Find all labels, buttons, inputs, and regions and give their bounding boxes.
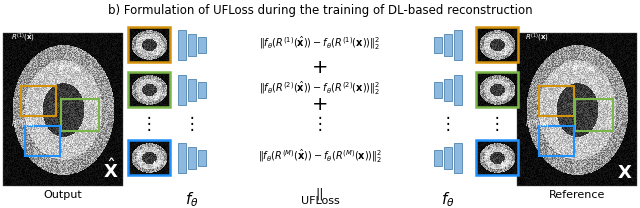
Text: ⋮: ⋮ xyxy=(312,115,328,133)
Bar xyxy=(476,27,518,62)
Bar xyxy=(454,30,462,60)
Text: ⋮: ⋮ xyxy=(141,115,157,133)
Bar xyxy=(539,126,574,156)
Text: $2^{\mathrm{nd}}$: $2^{\mathrm{nd}}$ xyxy=(152,91,167,103)
Bar xyxy=(476,72,518,107)
Bar xyxy=(178,30,186,60)
Bar xyxy=(444,79,452,101)
Bar xyxy=(188,147,196,169)
Bar xyxy=(434,150,442,166)
Text: $R^{(1)}(\hat{\mathbf{x}})$: $R^{(1)}(\hat{\mathbf{x}})$ xyxy=(11,32,35,44)
Text: $\hat{\mathbf{X}}$: $\hat{\mathbf{X}}$ xyxy=(104,158,119,182)
Text: $f_\theta$: $f_\theta$ xyxy=(185,190,199,208)
Text: ⋮: ⋮ xyxy=(184,115,200,133)
Text: $R^{(2)}(\hat{\mathbf{x}})$: $R^{(2)}(\hat{\mathbf{x}})$ xyxy=(58,64,82,76)
Text: $\|f_\theta(R^{(1)}(\hat{\mathbf{x}})) - f_\theta(R^{(1)}(\mathbf{x}))\|_2^2$: $\|f_\theta(R^{(1)}(\hat{\mathbf{x}})) -… xyxy=(259,34,381,52)
Bar xyxy=(128,140,170,175)
Text: Reference: Reference xyxy=(549,190,605,200)
Bar xyxy=(198,82,206,98)
Bar xyxy=(444,34,452,56)
Bar xyxy=(128,72,170,107)
Text: ⋮: ⋮ xyxy=(440,115,456,133)
Text: b) Formulation of UFLoss during the training of DL-based reconstruction: b) Formulation of UFLoss during the trai… xyxy=(108,4,532,17)
Text: $1^{\mathrm{st}}$: $1^{\mathrm{st}}$ xyxy=(502,46,515,58)
Text: $\mathrm{M}^{\mathrm{th}}$: $\mathrm{M}^{\mathrm{th}}$ xyxy=(152,158,167,171)
Text: $R^{(2)}(\mathbf{x})$: $R^{(2)}(\mathbf{x})$ xyxy=(572,64,596,76)
Text: ⋮: ⋮ xyxy=(489,115,506,133)
Bar xyxy=(188,34,196,56)
Bar xyxy=(128,27,170,62)
Bar xyxy=(178,75,186,105)
Bar xyxy=(61,99,99,131)
Text: $\mathbf{X}$: $\mathbf{X}$ xyxy=(618,164,633,182)
Bar xyxy=(444,147,452,169)
Text: +: + xyxy=(312,94,328,114)
Bar xyxy=(517,33,637,186)
Text: $f_\theta$: $f_\theta$ xyxy=(441,190,455,208)
Text: +: + xyxy=(312,58,328,77)
Text: ||: || xyxy=(316,188,324,201)
Bar xyxy=(188,79,196,101)
Bar xyxy=(476,140,518,175)
Bar xyxy=(178,143,186,173)
Text: UFLoss: UFLoss xyxy=(301,196,339,206)
Text: $\|f_\theta(R^{(M)}(\hat{\mathbf{x}})) - f_\theta(R^{(M)}(\mathbf{x}))\|_2^2$: $\|f_\theta(R^{(M)}(\hat{\mathbf{x}})) -… xyxy=(258,147,382,165)
Bar xyxy=(575,99,613,131)
Bar xyxy=(21,86,56,116)
Text: $1^{\mathrm{st}}$: $1^{\mathrm{st}}$ xyxy=(154,46,167,58)
Text: Output: Output xyxy=(44,190,83,200)
Bar xyxy=(434,82,442,98)
Text: $R^{(M)}(\hat{\mathbf{x}})$: $R^{(M)}(\hat{\mathbf{x}})$ xyxy=(11,119,36,131)
Bar xyxy=(3,33,123,186)
Bar xyxy=(539,86,574,116)
Bar xyxy=(434,37,442,53)
Bar xyxy=(454,143,462,173)
Text: $2^{\mathrm{nd}}$: $2^{\mathrm{nd}}$ xyxy=(500,91,515,103)
Text: $R^{(M)}(\mathbf{x})$: $R^{(M)}(\mathbf{x})$ xyxy=(525,119,550,131)
Bar xyxy=(198,150,206,166)
Text: $\mathrm{M}^{\mathrm{th}}$: $\mathrm{M}^{\mathrm{th}}$ xyxy=(500,158,515,171)
Bar xyxy=(25,126,60,156)
Bar xyxy=(454,75,462,105)
Bar xyxy=(198,37,206,53)
Text: $\|f_\theta(R^{(2)}(\hat{\mathbf{x}})) - f_\theta(R^{(2)}(\mathbf{x}))\|_2^2$: $\|f_\theta(R^{(2)}(\hat{\mathbf{x}})) -… xyxy=(259,79,381,97)
Text: $R^{(1)}(\mathbf{x})$: $R^{(1)}(\mathbf{x})$ xyxy=(525,32,549,44)
